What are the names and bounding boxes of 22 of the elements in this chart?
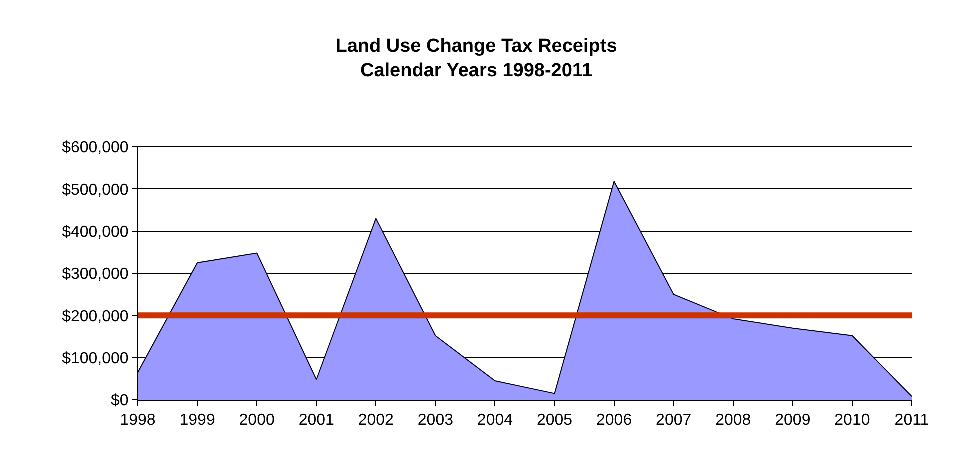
x-tick-label: 2003	[418, 412, 454, 430]
x-tick-label: 1999	[180, 412, 216, 430]
y-tick-label: $100,000	[62, 350, 129, 368]
x-tick-label: 2007	[656, 412, 692, 430]
x-tick-label: 2009	[775, 412, 811, 430]
chart-title: Land Use Change Tax Receipts Calendar Years 1998-2011	[336, 36, 618, 82]
y-tick-label: $300,000	[62, 266, 129, 284]
x-tick-label: 2001	[298, 412, 335, 430]
x-tick-label: 2006	[596, 412, 632, 430]
y-tick-label: $0	[111, 392, 129, 410]
x-tick-label: 2010	[834, 412, 870, 430]
x-tick-label: 2008	[716, 412, 752, 430]
x-tick-label: 1998	[120, 412, 156, 430]
x-tick-label: 2005	[536, 412, 573, 430]
x-tick-label: 2011	[894, 412, 930, 430]
x-tick-label: 2004	[477, 412, 514, 430]
x-tick-label: 2000	[239, 412, 275, 430]
y-tick-label: $200,000	[62, 308, 129, 326]
x-tick-label: 2002	[358, 412, 394, 430]
y-tick-label: $400,000	[62, 224, 129, 241]
y-tick-label: $600,000	[62, 140, 129, 157]
y-tick-label: $500,000	[62, 182, 129, 199]
